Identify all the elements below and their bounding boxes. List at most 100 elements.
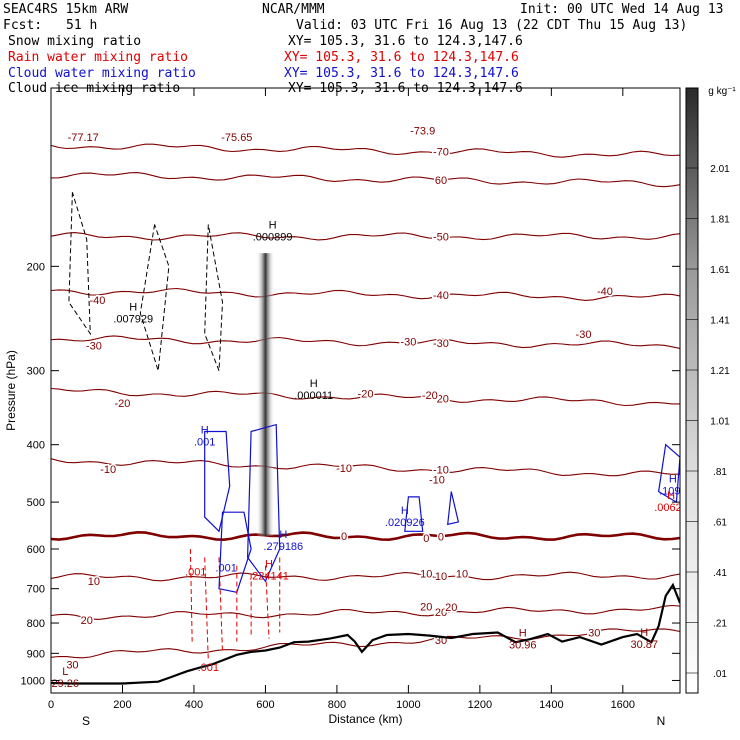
isotherm-label: -75.65: [221, 132, 252, 144]
extremum-value: .007929: [113, 314, 153, 326]
isotherm-label: -30: [400, 337, 416, 349]
isotherm-line: [51, 458, 680, 477]
extremum-value: .000011: [294, 390, 333, 402]
cloud-water-contour: [218, 511, 252, 593]
cloud-water-contour: [404, 496, 424, 532]
extremum-value: .000899: [253, 231, 293, 243]
extremum-value: .020926: [385, 517, 425, 529]
snow-contour: [139, 224, 170, 371]
x-tick-label: 200: [113, 699, 131, 711]
colorbar-tick-label: .21: [713, 619, 727, 630]
isotherm-label: 30: [66, 660, 78, 672]
isotherm-line: [51, 387, 680, 407]
x-tick-label: 1000: [396, 699, 420, 711]
colorbar-tick-label: .61: [713, 518, 727, 529]
fcst-value: 51 h: [66, 18, 98, 33]
x-tick-label: 1600: [611, 699, 635, 711]
extremum-value: .00626: [654, 502, 688, 514]
x-tick-label: 800: [328, 699, 346, 711]
snow-contour: [204, 224, 224, 371]
extremum-value: 30.87: [630, 639, 658, 651]
isotherm-line: [51, 172, 680, 188]
field-snow-name: Snow mixing ratio: [8, 34, 142, 49]
isotherm-line: [51, 604, 680, 620]
isotherm-label: -30: [576, 329, 592, 341]
x-tick-label: 600: [256, 699, 274, 711]
extremum-value: .001: [198, 662, 219, 674]
isotherm-label: -10: [336, 463, 352, 475]
isotherm-label: -20: [422, 390, 438, 402]
extremum-marker: H: [279, 529, 287, 541]
org-label: NCAR/MMM: [262, 2, 325, 17]
isotherm-label: -40: [597, 286, 613, 298]
isotherm-label: -30: [433, 338, 449, 350]
north-label: N: [657, 714, 666, 728]
field-rain-xy: XY= 105.3, 31.6 to 124.3,147.6: [284, 50, 519, 65]
extremum-marker: H: [265, 558, 273, 570]
isotherm-label: 0: [423, 533, 429, 545]
isotherm-label: -10: [100, 464, 116, 476]
extremum-value: .279186: [263, 541, 303, 553]
x-tick-label: 1400: [539, 699, 563, 711]
x-axis-label: Distance (km): [328, 712, 402, 726]
colorbar-tick-label: 1.81: [710, 215, 730, 226]
y-tick-label: 600: [27, 544, 45, 556]
rain-water-contour: [204, 557, 209, 660]
colorbar-tick-label: 1.41: [710, 316, 730, 327]
cloud-ice-shading: [256, 253, 275, 536]
extremum-marker: H: [401, 505, 409, 517]
field-cloud-name: Cloud water mixing ratio: [8, 66, 196, 81]
x-tick-label: 1200: [468, 699, 492, 711]
y-axis-label: Pressure (hPa): [4, 350, 18, 431]
extremum-value: .1096: [659, 486, 687, 498]
colorbar-tick-label: 1.01: [710, 417, 730, 428]
isotherm-label: -73.9: [410, 126, 435, 138]
isotherm-line: [51, 571, 680, 582]
fcst-label: Fcst:: [3, 18, 43, 33]
terrain-line: [51, 582, 680, 685]
isotherm-label: -20: [115, 398, 131, 410]
isotherm-line: [51, 143, 680, 158]
cloud-water-contour: [246, 423, 281, 583]
isotherm-label: 10: [435, 571, 447, 583]
extremum-marker: H: [129, 302, 137, 314]
x-tick-label: 400: [185, 699, 203, 711]
colorbar-tick-label: 2.01: [710, 164, 730, 175]
colorbar-tick-label: .81: [713, 467, 727, 478]
field-cloud-xy: XY= 105.3, 31.6 to 124.3,147.6: [284, 66, 519, 81]
y-tick-label: 500: [27, 497, 45, 509]
isotherm-label: -77.17: [68, 132, 99, 144]
isotherm-label: 0: [341, 531, 347, 543]
field-rain-name: Rain water mixing ratio: [8, 50, 189, 65]
isotherm-label: -50: [433, 231, 449, 243]
model-title: SEAC4RS 15km ARW: [3, 2, 129, 17]
cloud-water-contour: [204, 430, 231, 533]
isotherm-label: -10: [433, 465, 449, 477]
isotherm-line: [51, 287, 680, 301]
isotherm-label: 10: [420, 569, 432, 581]
extremum-marker: H: [519, 628, 527, 640]
rain-water-contour: [189, 549, 193, 642]
isotherm-label: -40: [90, 295, 106, 307]
isotherm-label: -10: [429, 475, 445, 487]
isotherm-label: -40: [433, 290, 449, 302]
isotherm-line: [51, 530, 680, 542]
field-snow-xy: XY= 105.3, 31.6 to 124.3,147.6: [288, 34, 523, 49]
extremum-marker: L: [62, 666, 68, 678]
isotherm-label: 30: [588, 628, 600, 640]
colorbar: 2.01 1.81 1.61 1.41 1.21 1.01 .81 .61 .41 .21 .01 g…: [685, 86, 736, 694]
extremum-value: .224141: [249, 570, 289, 582]
snow-contour: [68, 192, 91, 336]
isotherm-line: [51, 232, 680, 241]
y-tick-label: 200: [27, 261, 45, 273]
extremum-value: .001: [215, 563, 236, 575]
extremum-marker: H: [667, 490, 675, 502]
y-tick-label: 700: [27, 584, 45, 596]
extremum-value: .001: [185, 567, 206, 579]
isotherm-label: -20: [433, 394, 449, 406]
y-tick-label: 400: [27, 440, 45, 452]
y-tick-label: 900: [27, 648, 45, 660]
isotherm-label: -20: [358, 389, 374, 401]
extremum-value: .001: [194, 436, 215, 448]
